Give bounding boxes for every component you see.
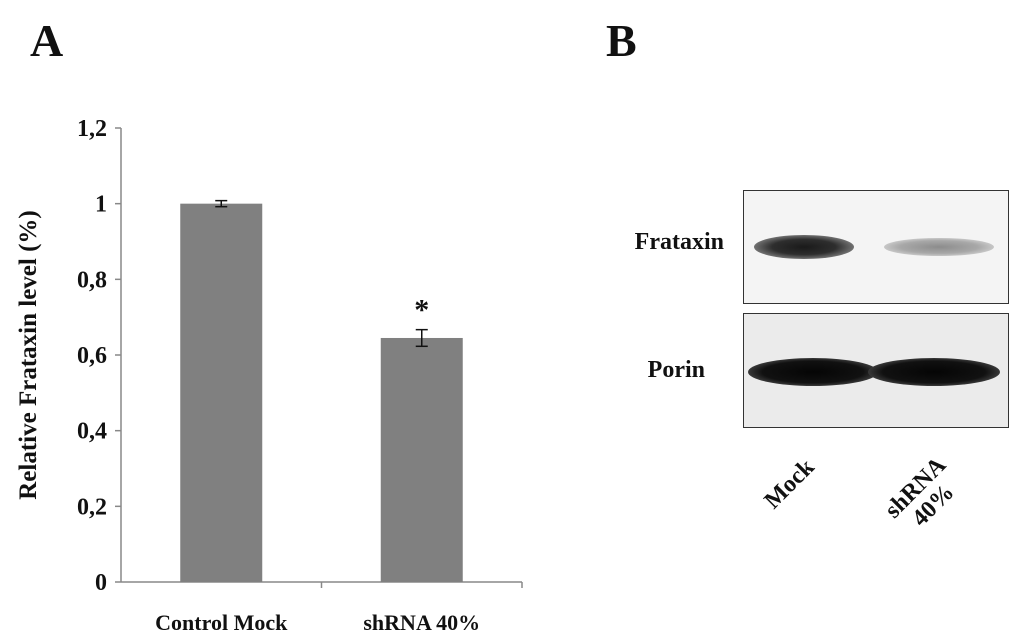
y-tick-label: 0,6 <box>77 343 107 369</box>
chart-bars: * <box>180 199 463 582</box>
blot-label-porin: Porin <box>647 357 705 383</box>
band-frataxin-shrna <box>884 238 994 256</box>
band-porin-shrna <box>868 358 1000 386</box>
y-tick-label: 0,8 <box>77 267 107 293</box>
chart-x-ticks: Control Mock shRNA 40% <box>155 582 523 635</box>
significance-marker: * <box>414 294 429 327</box>
y-tick-label: 0,2 <box>77 494 107 520</box>
x-tick-label: Control Mock <box>155 610 288 635</box>
y-tick-label: 0,4 <box>77 419 107 445</box>
blot-label-frataxin: Frataxin <box>634 229 724 255</box>
bar <box>180 203 263 582</box>
blot-porin <box>743 313 1009 428</box>
y-tick-label: 1 <box>95 192 107 218</box>
band-porin-mock <box>748 358 878 386</box>
bar <box>380 337 463 582</box>
y-tick-label: 1,2 <box>77 116 107 142</box>
chart-y-ticks: 0 0,2 0,4 0,6 0,8 1 1,2 <box>77 116 121 596</box>
blot-frataxin <box>743 190 1009 304</box>
y-axis-label: Relative Frataxin level (%) <box>15 210 42 500</box>
y-tick-label: 0 <box>95 570 107 596</box>
x-tick-label: shRNA 40% <box>363 610 480 635</box>
panel-b-letter: B <box>606 15 637 66</box>
panel-a-letter: A <box>30 15 64 66</box>
band-frataxin-mock <box>754 235 854 259</box>
